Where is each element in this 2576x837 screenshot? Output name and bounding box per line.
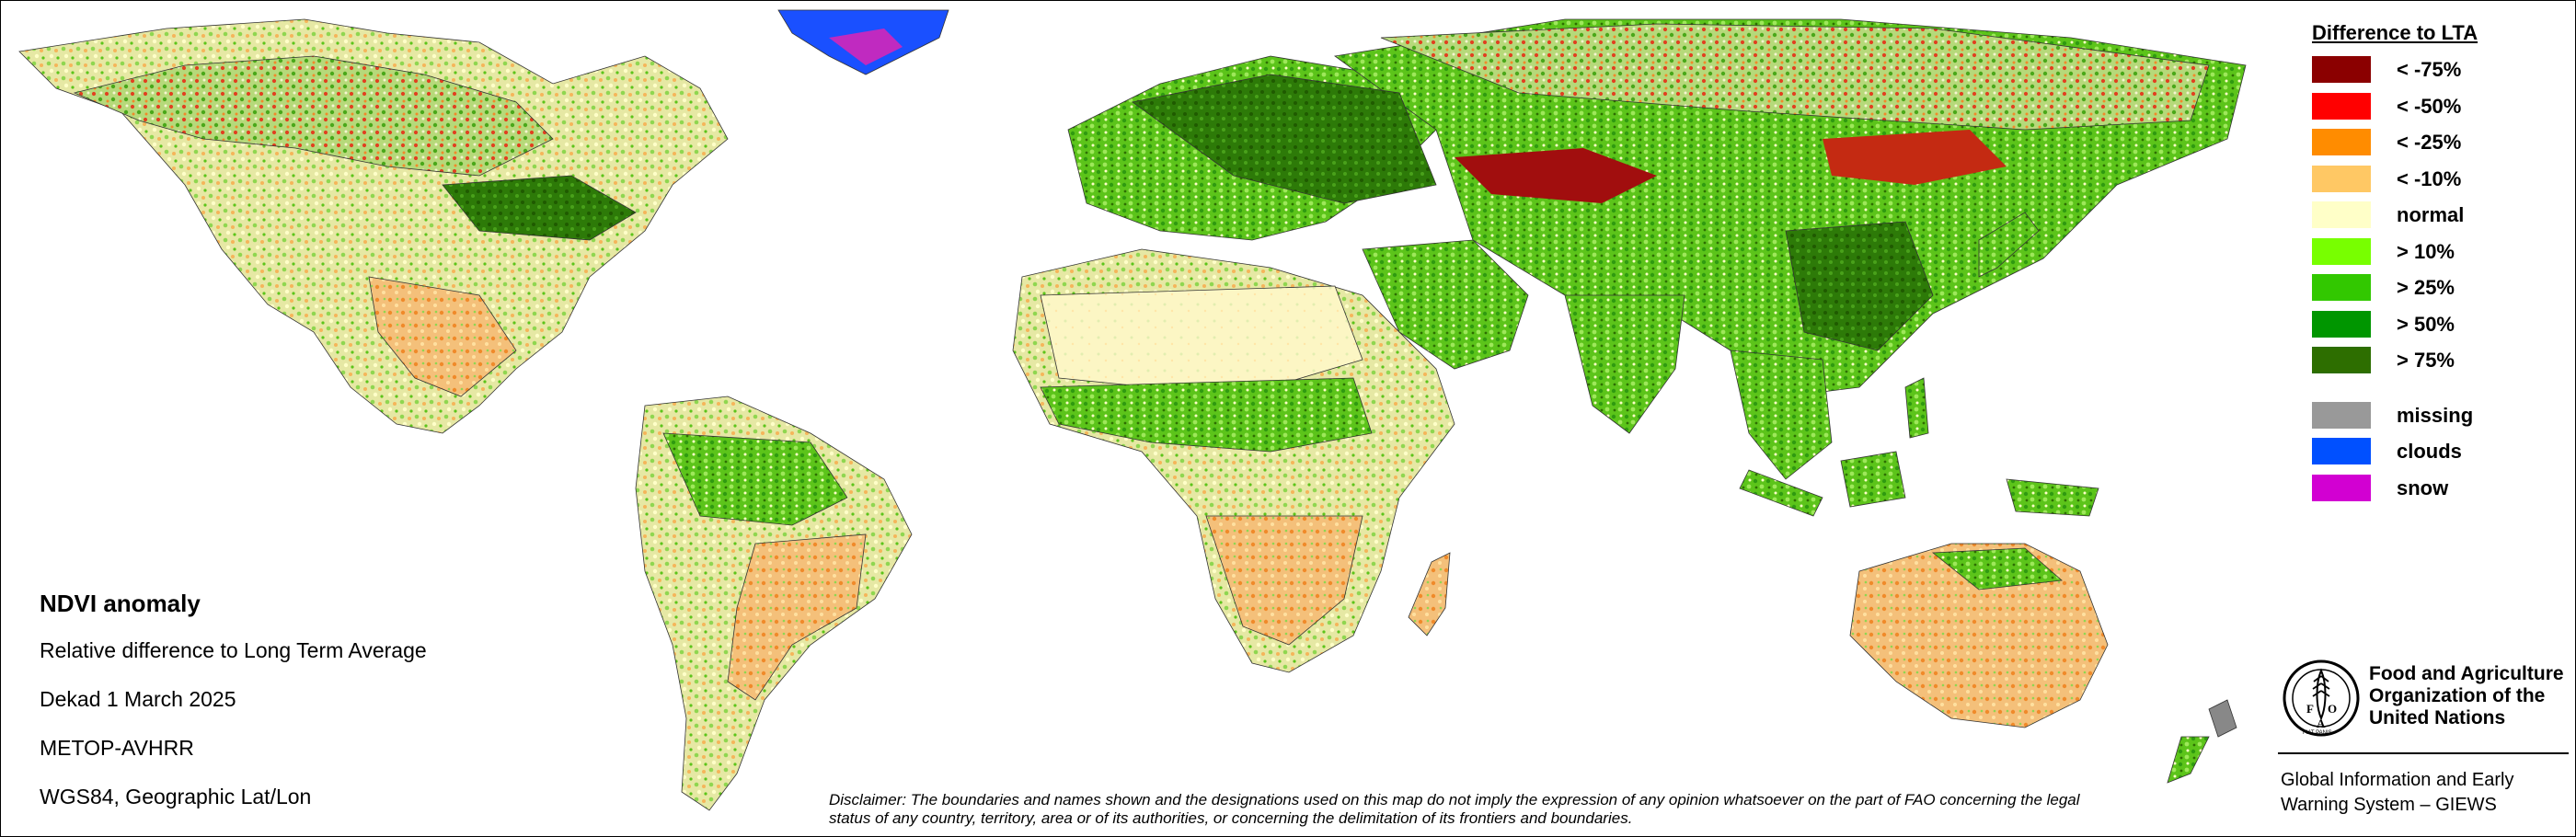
japan-island <box>1978 212 2040 278</box>
legend-row: > 10% <box>2312 233 2560 269</box>
greenland-snow <box>829 29 903 65</box>
legend-label: < -50% <box>2397 94 2462 118</box>
legend-row: normal <box>2312 196 2560 233</box>
svg-text:A: A <box>2317 717 2326 730</box>
amazon-green <box>662 432 848 526</box>
legend-row: < -10% <box>2312 160 2560 197</box>
legend-swatch <box>2312 347 2371 373</box>
svg-text:FIAT PANIS: FIAT PANIS <box>2303 730 2332 736</box>
map-info: NDVI anomaly Relative difference to Long… <box>40 590 427 833</box>
legend: Difference to LTA < -75% < -50% < -25% < -1… <box>2312 21 2560 505</box>
legend-swatch <box>2312 56 2371 83</box>
fao-emblem-icon: F A O FIAT PANIS <box>2283 659 2360 737</box>
legend-label: > 10% <box>2397 239 2455 263</box>
legend-label: missing <box>2397 403 2474 427</box>
legend-swatch <box>2312 237 2371 265</box>
australia-land <box>1849 543 2109 728</box>
legend-row: < -25% <box>2312 123 2560 160</box>
southern-africa-orange <box>1205 515 1363 646</box>
russia-dark-green <box>1132 74 1437 204</box>
borneo-island <box>1840 451 1906 508</box>
legend-extra-items: missing clouds snow <box>2312 396 2560 506</box>
legend-row: > 25% <box>2312 269 2560 305</box>
india-land <box>1564 294 1685 434</box>
southeast-asia-land <box>1730 350 1833 480</box>
sumatra-island <box>1739 469 1823 517</box>
world-ndvi-anomaly-map <box>18 9 2247 811</box>
fao-organization-name: Food and Agriculture Organization of the… <box>2369 663 2564 728</box>
map-subtitle: Relative difference to Long Term Average <box>40 638 427 662</box>
legend-swatch <box>2312 201 2371 228</box>
legend-label: < -75% <box>2397 58 2462 81</box>
mexico-area <box>368 276 517 397</box>
svg-text:F: F <box>2306 702 2314 716</box>
map-title: NDVI anomaly <box>40 590 201 617</box>
legend-swatch <box>2312 438 2371 464</box>
canada-boreal-land <box>73 55 554 177</box>
land-masses <box>18 9 2247 811</box>
legend-swatch <box>2312 92 2371 120</box>
legend-label: < -25% <box>2397 131 2462 154</box>
legend-row: < -50% <box>2312 87 2560 124</box>
legend-swatch <box>2312 129 2371 155</box>
south-america-orange <box>727 533 867 701</box>
legend-label: > 75% <box>2397 349 2455 372</box>
legend-row: < -75% <box>2312 51 2560 87</box>
legend-swatch <box>2312 274 2371 301</box>
disclaimer: Disclaimer: The boundaries and names sho… <box>829 791 2080 827</box>
legend-label: > 25% <box>2397 276 2455 299</box>
legend-title: Difference to LTA <box>2312 21 2478 44</box>
new-zealand-north <box>2208 699 2237 738</box>
central-asia-red <box>1455 148 1657 203</box>
map-projection: WGS84, Geographic Lat/Lon <box>40 785 312 808</box>
legend-swatch <box>2312 165 2371 192</box>
legend-label: clouds <box>2397 440 2462 463</box>
philippines-island <box>1904 377 1929 439</box>
map-period: Dekad 1 March 2025 <box>40 687 236 711</box>
legend-label: < -10% <box>2397 166 2462 190</box>
legend-label: normal <box>2397 203 2465 226</box>
legend-row: clouds <box>2312 432 2560 469</box>
legend-label: snow <box>2397 476 2449 499</box>
map-sensor: METOP-AVHRR <box>40 736 194 760</box>
legend-row: > 50% <box>2312 305 2560 342</box>
legend-swatch <box>2312 474 2371 501</box>
legend-items: < -75% < -50% < -25% < -10% normal > 10% > 25%… <box>2312 51 2560 378</box>
legend-label: > 50% <box>2397 312 2455 336</box>
canada-dark-green-area <box>442 175 637 241</box>
svg-text:O: O <box>2328 702 2337 716</box>
sahara-desert <box>1040 285 1363 388</box>
new-zealand-south <box>2167 736 2210 784</box>
mongolia-red <box>1823 130 2007 185</box>
siberia-boreal <box>1380 23 2210 131</box>
fao-logo-block: F A O FIAT PANIS Food and Agriculture Or… <box>2278 656 2572 831</box>
china-dark-green <box>1785 221 1934 351</box>
madagascar-land <box>1408 552 1451 636</box>
legend-swatch <box>2312 310 2371 338</box>
legend-row: missing <box>2312 396 2560 433</box>
giews-system-name: Global Information and Early Warning Sys… <box>2281 770 2514 815</box>
legend-row: > 75% <box>2312 341 2560 378</box>
australia-north-green <box>1931 547 2063 590</box>
sahel-green <box>1040 377 1373 453</box>
new-guinea-island <box>2006 478 2099 517</box>
fao-divider <box>2278 752 2569 754</box>
legend-swatch <box>2312 401 2371 429</box>
legend-row: snow <box>2312 469 2560 506</box>
